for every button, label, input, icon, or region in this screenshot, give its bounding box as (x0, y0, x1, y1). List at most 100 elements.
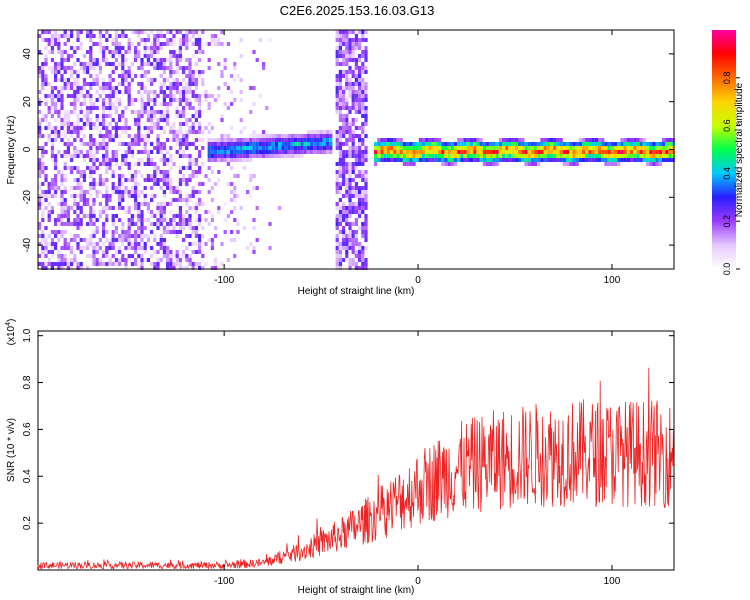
spectrogram-cell (300, 150, 304, 154)
spectrogram-cell (86, 110, 90, 114)
spectrogram-cell (172, 198, 176, 202)
spectrogram-cell (633, 138, 637, 142)
spectrogram-cell (146, 70, 150, 74)
spectrogram-cell (146, 154, 150, 158)
spectrogram-cell (70, 66, 74, 70)
spectrogram-cell (194, 234, 198, 238)
spectrogram-cell (156, 94, 160, 98)
spectrogram-cell (156, 110, 160, 114)
spectrogram-cell (361, 114, 365, 118)
spectrogram-cell (441, 158, 445, 162)
spectrogram-cell (361, 190, 365, 194)
spectrogram-cell (175, 254, 179, 258)
spectrogram-cell (358, 110, 362, 114)
spectrogram-cell (41, 30, 45, 34)
spectrogram-cell (79, 138, 83, 142)
spectrogram-cell (130, 186, 134, 190)
spectrogram-cell (89, 86, 93, 90)
spectrogram-cell (338, 266, 342, 270)
spectrogram-cell (246, 154, 250, 158)
spectrogram-cell (143, 242, 147, 246)
spectrogram-cell (201, 138, 205, 142)
spectrogram-cell (310, 138, 314, 142)
spectrogram-cell (73, 178, 77, 182)
spectrogram-cell (188, 262, 192, 266)
spectrogram-cell (143, 250, 147, 254)
spectrogram-cell (278, 138, 282, 142)
spectrogram-cell (50, 154, 54, 158)
spectrogram-cell (118, 250, 122, 254)
spectrogram-cell (553, 158, 557, 162)
spectrogram-cell (124, 238, 128, 242)
spectrogram-cell (639, 146, 643, 150)
spectrogram-cell (351, 98, 355, 102)
spectrogram-cell (188, 98, 192, 102)
spectrogram-cell (342, 74, 346, 78)
spectrogram-cell (268, 146, 272, 150)
spectrogram-cell (134, 242, 138, 246)
spectrogram-cell (47, 194, 51, 198)
spectrogram-cell (578, 146, 582, 150)
spectrogram-cell (166, 38, 170, 42)
spectrogram-cell (47, 134, 51, 138)
spectrogram-cell (194, 110, 198, 114)
spectrogram-cell (482, 146, 486, 150)
spectrogram-cell (175, 138, 179, 142)
spectrogram-cell (399, 138, 403, 142)
spectrogram-cell (76, 234, 80, 238)
spectrogram-cell (486, 162, 490, 166)
spectrogram-cell (124, 234, 128, 238)
spectrogram-cell (95, 98, 99, 102)
spectrogram-cell (230, 138, 234, 142)
spectrogram-cell (550, 150, 554, 154)
spectrogram-cell (143, 106, 147, 110)
spectrogram-cell (63, 70, 67, 74)
spectrogram-cell (255, 186, 259, 190)
spectrogram-cell (146, 218, 150, 222)
spectrogram-cell (63, 210, 67, 214)
spectrogram-cell (79, 46, 83, 50)
spectrogram-cell (543, 138, 547, 142)
spectrogram-cell (198, 122, 202, 126)
spectrogram-cell (466, 154, 470, 158)
spectrogram-cell (89, 94, 93, 98)
spectrogram-cell (582, 158, 586, 162)
spectrogram-cell (447, 146, 451, 150)
spectrogram-cell (70, 154, 74, 158)
spectrogram-cell (156, 206, 160, 210)
spectrogram-cell (345, 122, 349, 126)
spectrogram-cell (191, 230, 195, 234)
spectrogram-cell (498, 146, 502, 150)
spectrogram-cell (194, 202, 198, 206)
spectrogram-cell (351, 90, 355, 94)
spectrogram-cell (527, 158, 531, 162)
spectrogram-cell (569, 142, 573, 146)
spectrogram-cell (60, 102, 64, 106)
spectrogram-cell (169, 50, 173, 54)
spectrogram-cell (198, 198, 202, 202)
spectrogram-cell (393, 146, 397, 150)
spectrogram-cell (434, 158, 438, 162)
spectrogram-cell (143, 198, 147, 202)
spectrogram-cell (172, 218, 176, 222)
spectrogram-cell (140, 190, 144, 194)
spectrogram-cell (233, 206, 237, 210)
spectrogram-cell (610, 146, 614, 150)
spectrogram-cell (585, 150, 589, 154)
spectrogram-cell (185, 246, 189, 250)
spectrogram-cell (191, 70, 195, 74)
spectrogram-cell (134, 194, 138, 198)
spectrogram-cell (226, 138, 230, 142)
spectrogram-cell (89, 238, 93, 242)
spectrogram-cell (121, 234, 125, 238)
spectrogram-cell (652, 142, 656, 146)
spectrogram-cell (188, 38, 192, 42)
spectrogram-cell (540, 154, 544, 158)
spectrogram-cell (79, 194, 83, 198)
spectrogram-cell (242, 138, 246, 142)
spectrogram-cell (175, 214, 179, 218)
spectrogram-cell (86, 62, 90, 66)
spectrogram-cell (604, 142, 608, 146)
spectrogram-cell (150, 62, 154, 66)
spectrogram-cell (358, 266, 362, 270)
